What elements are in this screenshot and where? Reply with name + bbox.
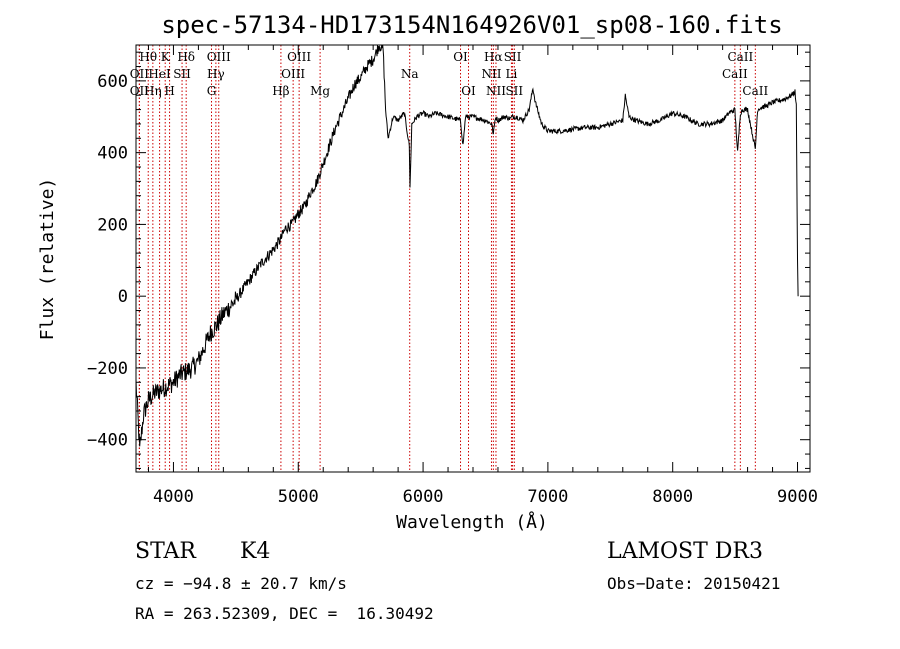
spectral-line-label: G [207,84,217,98]
x-tick-label: 5000 [278,487,319,507]
spectral-line-label: SII [173,67,191,81]
spectral-line-label: SII [505,84,523,98]
spectral-line-label: Hη [144,84,162,98]
x-tick-label: 7000 [527,487,568,507]
spectral-line-label: CaII [727,50,753,64]
x-tick-label: 9000 [777,487,818,507]
spectral-line-label: Hθ [139,50,157,64]
spectral-line-label: Hβ [272,84,289,98]
x-axis-ticks: 4000 5000 6000 7000 8000 9000 [147,45,818,507]
x-tick-label: 8000 [652,487,693,507]
coordinates: RA = 263.52309, DEC = 16.30492 [135,604,434,623]
plot-frame [135,44,811,473]
spectral-line-label: HeI [148,67,171,81]
spectral-line-label: Hα [484,50,503,64]
y-tick-label: 0 [118,287,128,307]
spectral-line-markers [138,45,756,472]
spectral-line-label: OII [130,84,150,98]
object-class: STAR [135,539,196,564]
spectral-line-label: SII [504,50,522,64]
x-tick-label: 4000 [153,487,194,507]
y-tick-label: −200 [87,359,128,379]
y-axis-label: Flux (relative) [37,178,58,341]
redshift-velocity: cz = −94.8 ± 20.7 km/s [135,574,347,593]
y-axis-ticks: −400 −200 0 200 400 600 [87,51,810,469]
spectral-line-label: CaII [722,67,748,81]
y-tick-label: 200 [97,215,128,235]
spectral-line-label: CaII [742,84,768,98]
y-tick-label: 600 [97,72,128,92]
x-tick-label: 6000 [403,487,444,507]
chart-title: spec-57134-HD173154N164926V01_sp08-160.f… [161,11,782,39]
x-axis-label: Wavelength (Å) [396,511,548,533]
spectral-line-label: OI [453,50,468,64]
spectral-line-label: Hγ [207,67,225,81]
spectral-line-label: OIII [207,50,231,64]
spectral-line-label: K [161,50,171,64]
spectrum-series-line [135,44,799,447]
observation-date: Obs−Date: 20150421 [607,574,781,593]
spectral-line-label: Hδ [177,50,195,64]
spectral-line-label: Li [506,67,518,81]
spectral-line-label: Mg [310,84,330,98]
spectral-line-label: H [164,84,174,98]
spectral-line-label: OII [130,67,150,81]
y-tick-label: −400 [87,431,128,451]
spectral-line-label: OI [461,84,476,98]
y-tick-label: 400 [97,144,128,164]
spectral-line-label: NII [481,67,501,81]
spectral-line-label: OIII [287,50,311,64]
survey-name: LAMOST DR3 [607,539,763,564]
spectral-line-label: NII [486,84,506,98]
object-subclass: K4 [240,539,271,564]
spectral-line-label: OIII [281,67,305,81]
spectral-line-label: Na [401,67,419,81]
